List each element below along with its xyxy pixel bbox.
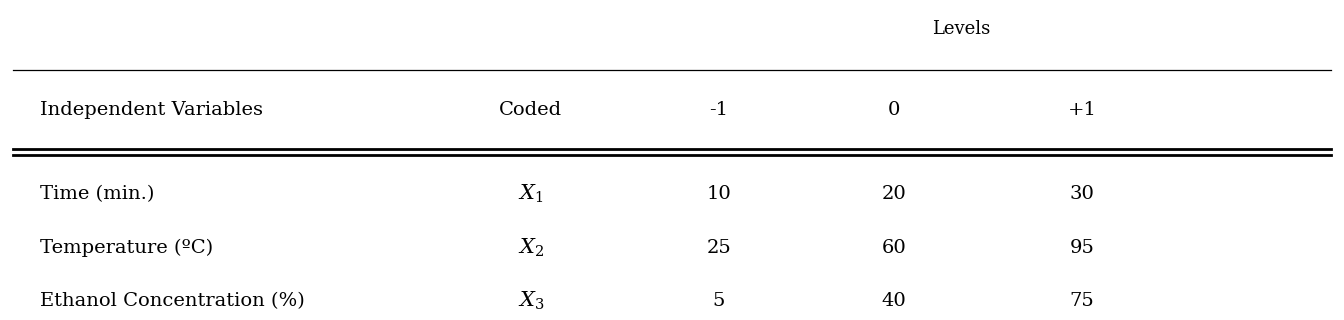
Text: 75: 75 xyxy=(1070,292,1094,310)
Text: Ethanol Concentration (%): Ethanol Concentration (%) xyxy=(40,292,305,310)
Text: -1: -1 xyxy=(710,101,728,119)
Text: 25: 25 xyxy=(707,239,731,257)
Text: 40: 40 xyxy=(882,292,906,310)
Text: 30: 30 xyxy=(1070,185,1094,203)
Text: $X_3$: $X_3$ xyxy=(517,290,544,312)
Text: 10: 10 xyxy=(707,185,731,203)
Text: Independent Variables: Independent Variables xyxy=(40,101,263,119)
Text: 20: 20 xyxy=(882,185,906,203)
Text: 60: 60 xyxy=(882,239,906,257)
Text: 95: 95 xyxy=(1070,239,1094,257)
Text: Temperature (ºC): Temperature (ºC) xyxy=(40,239,214,257)
Text: +1: +1 xyxy=(1067,101,1097,119)
Text: 5: 5 xyxy=(712,292,726,310)
Text: Coded: Coded xyxy=(500,101,562,119)
Text: Levels: Levels xyxy=(931,20,991,38)
Text: Time (min.): Time (min.) xyxy=(40,185,155,203)
Text: 0: 0 xyxy=(887,101,900,119)
Text: $X_1$: $X_1$ xyxy=(519,182,543,205)
Text: $X_2$: $X_2$ xyxy=(517,237,544,259)
